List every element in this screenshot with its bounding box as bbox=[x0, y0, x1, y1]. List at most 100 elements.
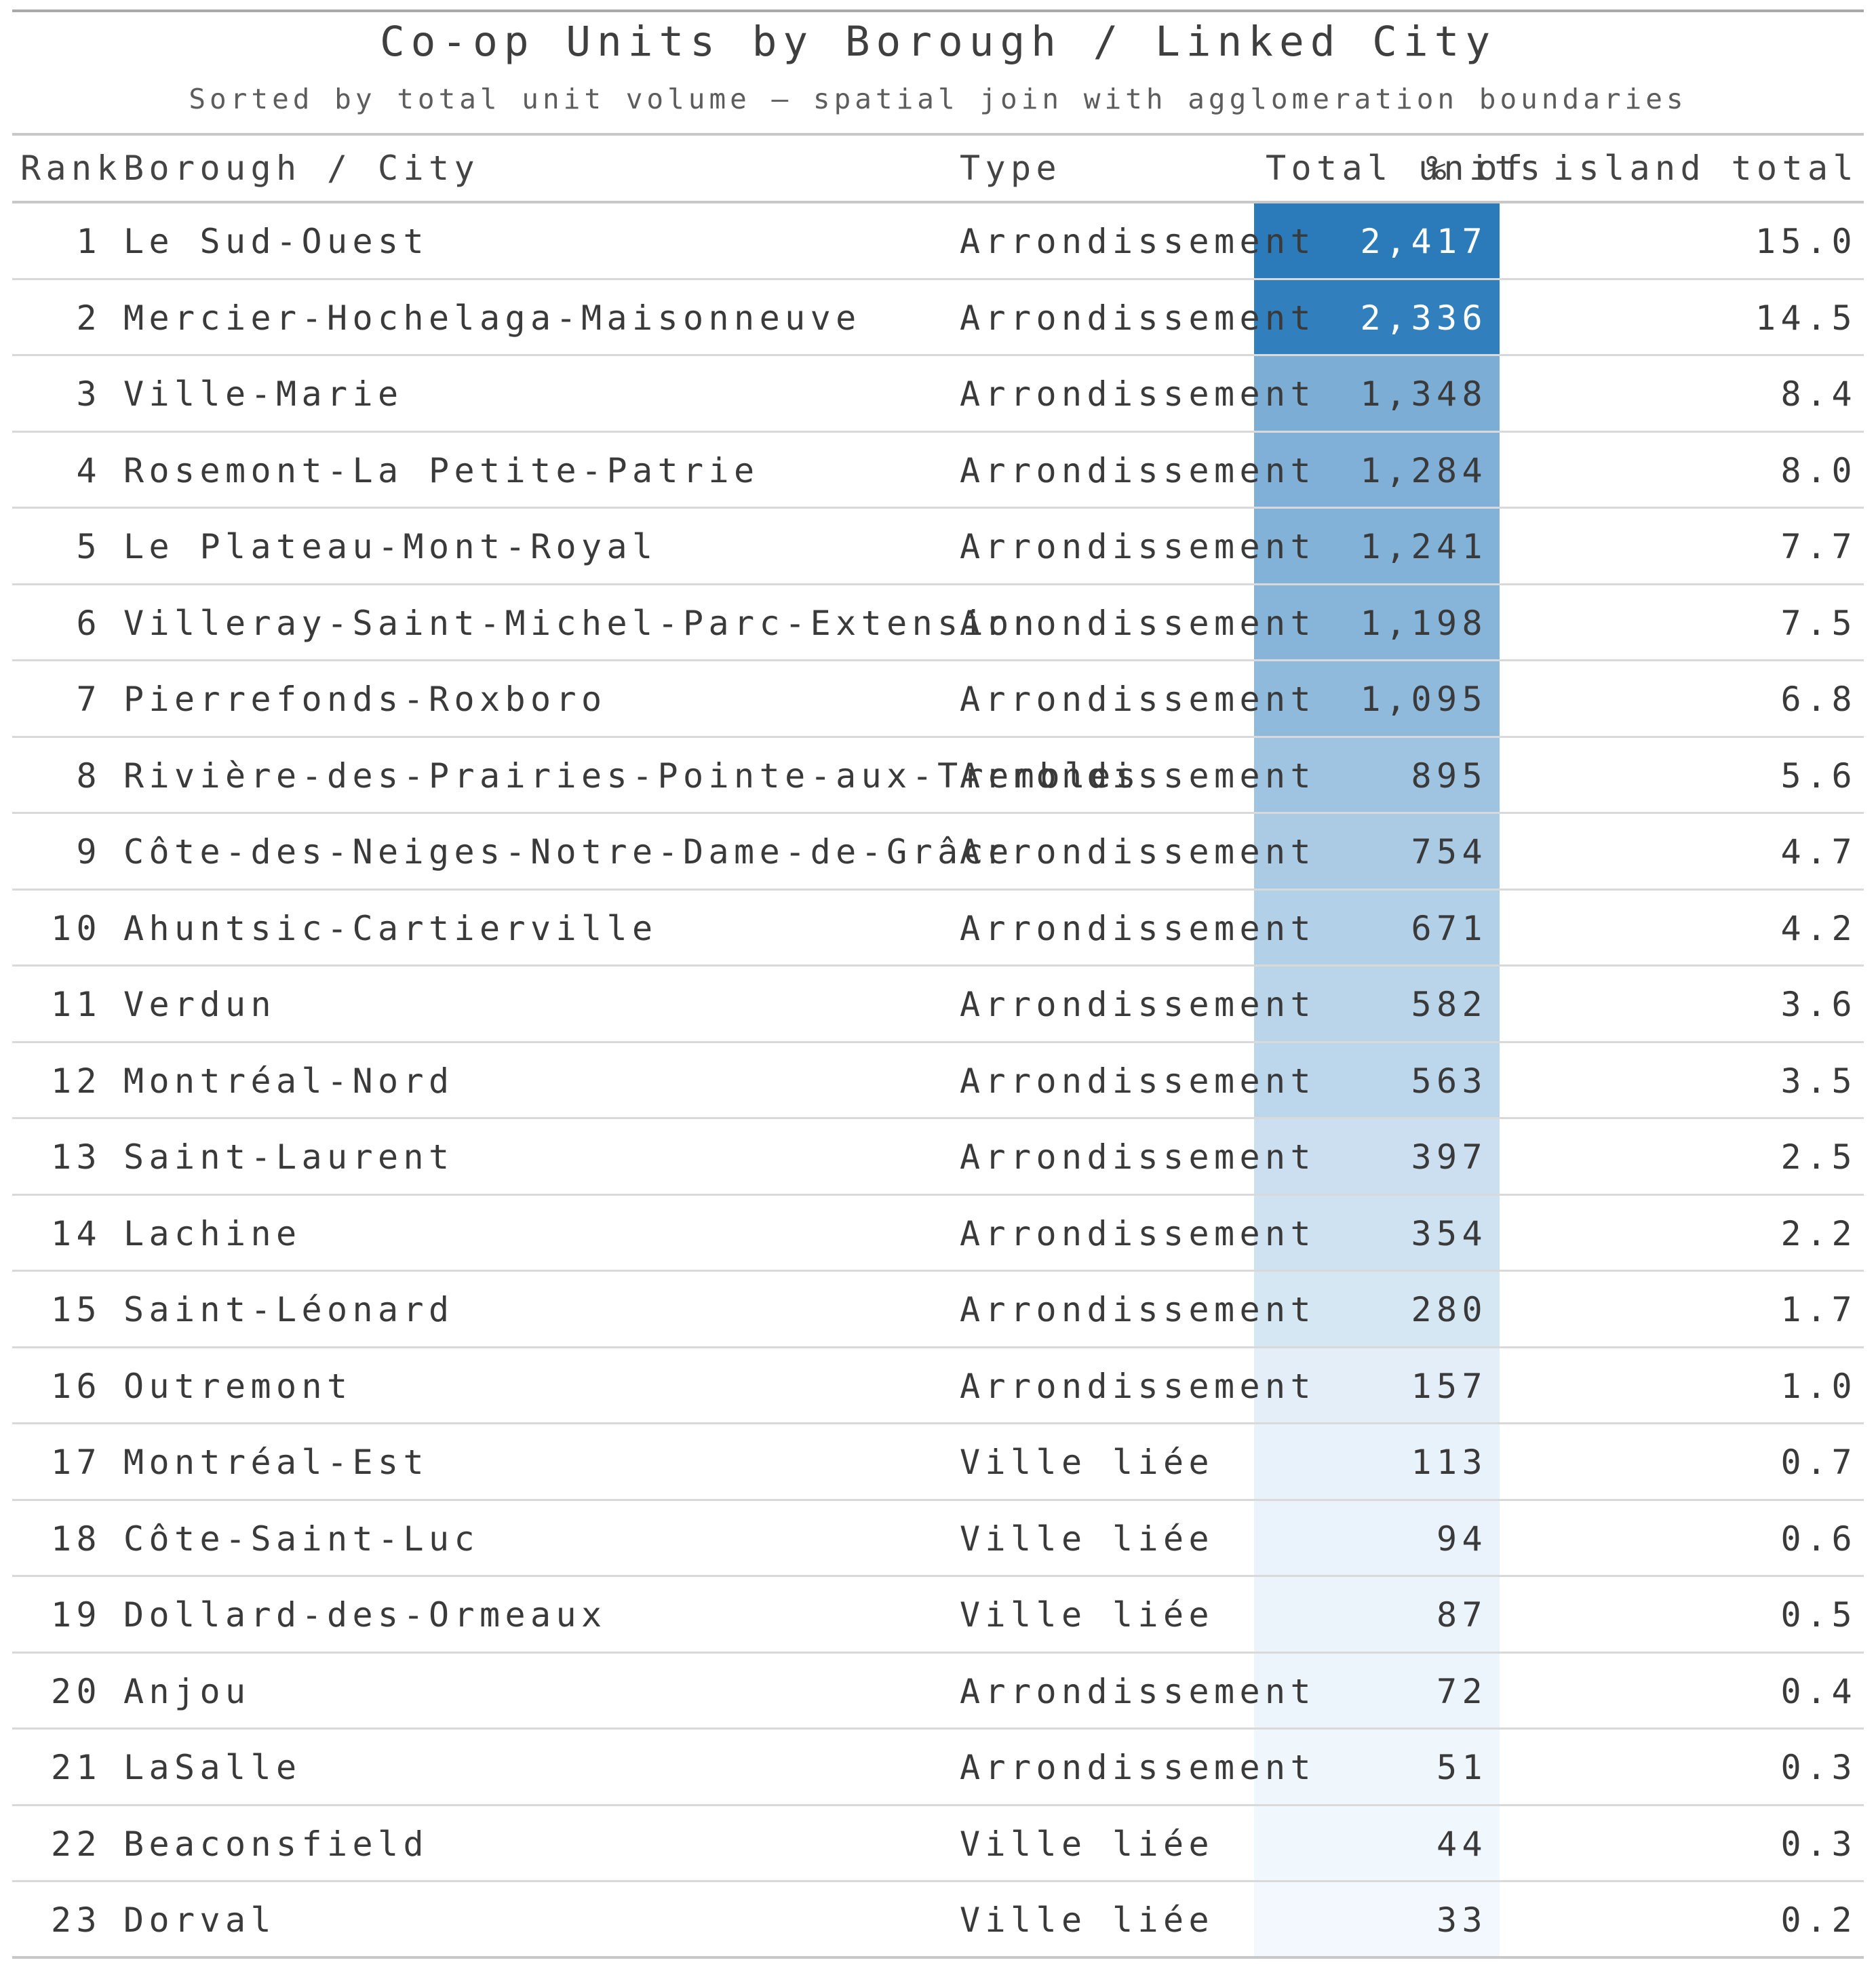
rank-cell: 9 bbox=[76, 832, 102, 872]
borough-city-cell: Rosemont-La Petite-Patrie bbox=[123, 450, 760, 490]
table-row: 14 Lachine Arrondissement 354 2.2 bbox=[0, 1195, 1876, 1272]
pct-island-cell: 7.5 bbox=[1780, 603, 1857, 643]
total-units-cell: 354 bbox=[1411, 1213, 1487, 1253]
pct-island-cell: 0.4 bbox=[1780, 1671, 1857, 1711]
total-units-cell: 2,336 bbox=[1360, 298, 1487, 338]
units-heat-cell bbox=[1254, 1042, 1500, 1117]
header-total-units: Total units bbox=[1266, 149, 1546, 188]
rank-cell: 12 bbox=[50, 1061, 102, 1101]
table-row: 3 Ville-Marie Arrondissement 1,348 8.4 bbox=[0, 356, 1876, 433]
table-row: 8 Rivière-des-Prairies-Pointe-aux-Tremble… bbox=[0, 737, 1876, 814]
borough-city-cell: Saint-Léonard bbox=[123, 1290, 454, 1329]
pct-island-cell: 0.3 bbox=[1780, 1824, 1857, 1864]
units-heat-cell bbox=[1254, 1272, 1500, 1346]
rank-cell: 6 bbox=[76, 603, 102, 643]
total-units-cell: 72 bbox=[1436, 1671, 1487, 1711]
borough-city-cell: Dollard-des-Ormeaux bbox=[123, 1595, 607, 1635]
table-row: 18 Côte-Saint-Luc Ville liée 94 0.6 bbox=[0, 1500, 1876, 1577]
units-heat-cell bbox=[1254, 1882, 1500, 1957]
row-divider bbox=[12, 735, 1864, 738]
header-type: Type bbox=[960, 149, 1062, 188]
type-cell: Arrondissement bbox=[960, 908, 1316, 948]
type-cell: Arrondissement bbox=[960, 756, 1316, 796]
units-heat-cell bbox=[1254, 890, 1500, 964]
rank-cell: 7 bbox=[76, 680, 102, 719]
table-row: 11 Verdun Arrondissement 582 3.6 bbox=[0, 967, 1876, 1043]
borough-city-cell: Beaconsfield bbox=[123, 1824, 429, 1864]
top-rule bbox=[12, 9, 1864, 12]
total-units-cell: 44 bbox=[1436, 1824, 1487, 1864]
table-row: 15 Saint-Léonard Arrondissement 280 1.7 bbox=[0, 1272, 1876, 1348]
pct-island-cell: 2.2 bbox=[1780, 1213, 1857, 1253]
total-units-cell: 51 bbox=[1436, 1748, 1487, 1787]
pct-island-cell: 14.5 bbox=[1755, 298, 1857, 338]
type-cell: Ville liée bbox=[960, 1900, 1215, 1940]
units-heat-cell bbox=[1254, 737, 1500, 812]
row-divider bbox=[12, 1651, 1864, 1654]
units-heat-cell bbox=[1254, 967, 1500, 1041]
borough-city-cell: Côte-Saint-Luc bbox=[123, 1519, 480, 1559]
row-divider bbox=[12, 1498, 1864, 1501]
table-row: 6 Villeray-Saint-Michel-Parc-Extension Arr… bbox=[0, 585, 1876, 661]
borough-city-cell: Outremont bbox=[123, 1366, 353, 1406]
units-heat-cell bbox=[1254, 356, 1500, 431]
borough-city-cell: Rivière-des-Prairies-Pointe-aux-Trembles bbox=[123, 756, 1141, 796]
pct-island-cell: 0.3 bbox=[1780, 1748, 1857, 1787]
units-heat-cell bbox=[1254, 661, 1500, 736]
row-divider bbox=[12, 1575, 1864, 1577]
pct-island-cell: 3.6 bbox=[1780, 985, 1857, 1024]
rank-cell: 14 bbox=[50, 1213, 102, 1253]
borough-city-cell: Côte-des-Neiges-Notre-Dame-de-Grâce bbox=[123, 832, 1014, 872]
row-divider bbox=[12, 1728, 1864, 1730]
total-units-cell: 87 bbox=[1436, 1595, 1487, 1635]
units-heat-cell bbox=[1254, 432, 1500, 507]
table-row: 22 Beaconsfield Ville liée 44 0.3 bbox=[0, 1806, 1876, 1882]
row-divider bbox=[12, 1346, 1864, 1348]
table-row: 20 Anjou Arrondissement 72 0.4 bbox=[0, 1653, 1876, 1730]
header-rank: Rank bbox=[20, 149, 123, 188]
row-divider bbox=[12, 1040, 1864, 1043]
type-cell: Arrondissement bbox=[960, 1366, 1316, 1406]
pct-island-cell: 6.8 bbox=[1780, 680, 1857, 719]
pct-island-cell: 0.7 bbox=[1780, 1443, 1857, 1482]
type-cell: Arrondissement bbox=[960, 450, 1316, 490]
table-row: 5 Le Plateau-Mont-Royal Arrondissement 1,24… bbox=[0, 509, 1876, 585]
units-heat-cell bbox=[1254, 279, 1500, 354]
units-heat-cell bbox=[1254, 814, 1500, 889]
row-divider bbox=[12, 1270, 1864, 1272]
row-divider bbox=[12, 507, 1864, 509]
pct-island-cell: 8.0 bbox=[1780, 450, 1857, 490]
row-divider bbox=[12, 1422, 1864, 1424]
units-heat-cell bbox=[1254, 1500, 1500, 1575]
type-cell: Arrondissement bbox=[960, 298, 1316, 338]
borough-city-cell: Pierrefonds-Roxboro bbox=[123, 680, 607, 719]
row-divider bbox=[12, 430, 1864, 433]
borough-city-cell: Montréal-Est bbox=[123, 1443, 429, 1482]
type-cell: Arrondissement bbox=[960, 1290, 1316, 1329]
type-cell: Ville liée bbox=[960, 1595, 1215, 1635]
table-row: 12 Montréal-Nord Arrondissement 563 3.5 bbox=[0, 1042, 1876, 1119]
rank-cell: 19 bbox=[50, 1595, 102, 1635]
pct-island-cell: 7.7 bbox=[1780, 527, 1857, 566]
table-row: 1 Le Sud-Ouest Arrondissement 2,417 15.0 bbox=[0, 203, 1876, 280]
total-units-cell: 1,241 bbox=[1360, 527, 1487, 566]
rank-cell: 2 bbox=[76, 298, 102, 338]
header-pct-island-total: % of island total bbox=[1426, 149, 1858, 188]
total-units-cell: 2,417 bbox=[1360, 222, 1487, 261]
rank-cell: 18 bbox=[50, 1519, 102, 1559]
units-heat-cell bbox=[1254, 585, 1500, 659]
rank-cell: 4 bbox=[76, 450, 102, 490]
borough-city-cell: LaSalle bbox=[123, 1748, 302, 1787]
pct-island-cell: 2.5 bbox=[1780, 1137, 1857, 1177]
borough-city-cell: Villeray-Saint-Michel-Parc-Extension bbox=[123, 603, 1040, 643]
type-cell: Arrondissement bbox=[960, 374, 1316, 414]
units-heat-cell bbox=[1254, 1806, 1500, 1880]
row-divider bbox=[12, 1955, 1864, 1959]
header-bottom-rule bbox=[12, 201, 1864, 203]
rank-cell: 8 bbox=[76, 756, 102, 796]
rank-cell: 5 bbox=[76, 527, 102, 566]
total-units-cell: 1,198 bbox=[1360, 603, 1487, 643]
pct-island-cell: 0.6 bbox=[1780, 1519, 1857, 1559]
total-units-cell: 157 bbox=[1411, 1366, 1487, 1406]
rank-cell: 10 bbox=[50, 908, 102, 948]
